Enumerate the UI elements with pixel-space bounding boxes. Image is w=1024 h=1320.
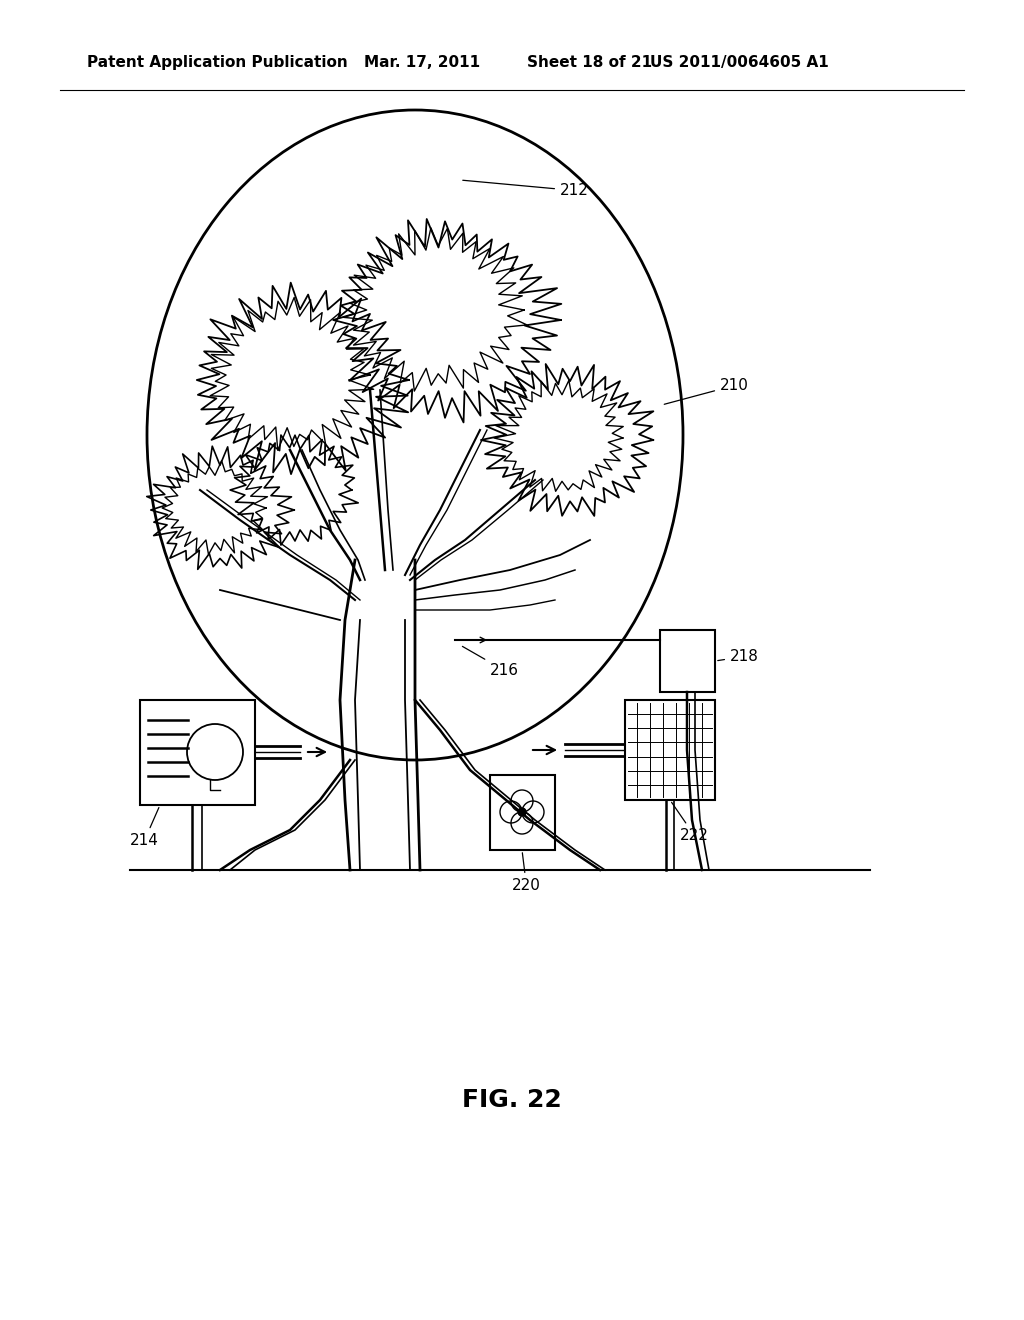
Text: US 2011/0064605 A1: US 2011/0064605 A1 bbox=[650, 55, 829, 70]
Bar bbox=[660, 630, 715, 692]
Text: 218: 218 bbox=[718, 649, 759, 664]
Bar bbox=[625, 700, 715, 800]
Bar bbox=[490, 775, 555, 850]
Text: 222: 222 bbox=[672, 803, 709, 843]
Text: 216: 216 bbox=[463, 647, 519, 678]
Text: 214: 214 bbox=[130, 808, 159, 847]
Text: Mar. 17, 2011: Mar. 17, 2011 bbox=[364, 55, 479, 70]
Text: 212: 212 bbox=[463, 181, 589, 198]
Text: Sheet 18 of 21: Sheet 18 of 21 bbox=[527, 55, 652, 70]
Text: FIG. 22: FIG. 22 bbox=[462, 1088, 562, 1111]
Bar bbox=[140, 700, 255, 805]
Text: 220: 220 bbox=[512, 853, 541, 894]
Circle shape bbox=[518, 808, 526, 816]
Text: Patent Application Publication: Patent Application Publication bbox=[87, 55, 348, 70]
Text: 210: 210 bbox=[665, 378, 749, 404]
